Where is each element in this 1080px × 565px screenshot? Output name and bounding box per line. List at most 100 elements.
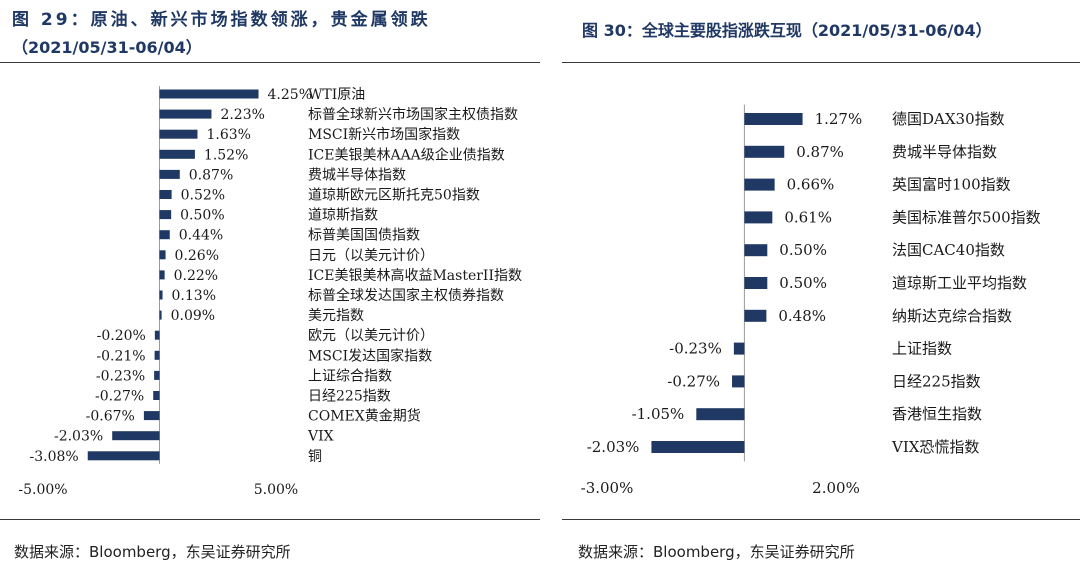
figure-29-bottom-rule bbox=[0, 519, 540, 520]
x-tick-label: 5.00% bbox=[254, 482, 298, 498]
value-label: -0.67% bbox=[86, 409, 135, 425]
figure-30-title: 图 30：全球主要股指涨跌互现（2021/05/31-06/04） bbox=[582, 21, 992, 40]
value-label: 0.50% bbox=[779, 241, 827, 259]
figure-30-source: 数据来源：Bloomberg，东吴证券研究所 bbox=[578, 543, 855, 561]
category-label: 日经225指数 bbox=[308, 389, 391, 405]
category-label: 英国富时100指数 bbox=[892, 176, 1011, 194]
value-label: 0.13% bbox=[172, 288, 216, 304]
category-label: 日经225指数 bbox=[892, 372, 981, 390]
category-label: 美国标准普尔500指数 bbox=[892, 208, 1041, 226]
value-label: 0.22% bbox=[174, 268, 218, 284]
category-label: VIX bbox=[307, 429, 334, 445]
value-label: 0.09% bbox=[171, 308, 215, 324]
bar bbox=[733, 342, 745, 355]
bar bbox=[143, 411, 160, 421]
value-label: 0.50% bbox=[180, 208, 224, 224]
value-label: 1.27% bbox=[815, 110, 863, 128]
figure-29-panel: 图 29：原油、新兴市场指数领涨，贵金属领跌 （2021/05/31-06/04… bbox=[0, 6, 540, 561]
category-label: 铜 bbox=[308, 449, 322, 465]
bar bbox=[744, 145, 785, 158]
figure-29-title-line1: 图 29：原油、新兴市场指数领涨，贵金属领跌 bbox=[12, 10, 431, 30]
category-label: 法国CAC40指数 bbox=[892, 241, 1005, 259]
bar bbox=[159, 149, 195, 159]
category-label: VIX恐慌指数 bbox=[891, 438, 979, 456]
bar bbox=[159, 290, 163, 300]
bar bbox=[153, 391, 160, 400]
category-label: MSCI发达国家指数 bbox=[308, 347, 432, 364]
bar bbox=[159, 89, 259, 99]
category-label: 美元指数 bbox=[308, 308, 364, 324]
category-label: ICE美银美林高收益MasterII指数 bbox=[308, 267, 522, 284]
figure-29-title: 图 29：原油、新兴市场指数领涨，贵金属领跌 （2021/05/31-06/04… bbox=[12, 6, 431, 62]
value-label: 1.52% bbox=[204, 147, 248, 163]
value-label: 0.87% bbox=[796, 143, 844, 161]
bar bbox=[744, 244, 768, 257]
category-label: WTI原油 bbox=[308, 87, 365, 103]
bar bbox=[159, 310, 162, 320]
bar bbox=[732, 375, 745, 388]
bar bbox=[159, 250, 166, 260]
value-label: -2.03% bbox=[587, 438, 640, 456]
value-label: 0.52% bbox=[181, 188, 225, 204]
figure-29-source: 数据来源：Bloomberg，东吴证券研究所 bbox=[14, 543, 291, 561]
bar bbox=[744, 277, 768, 289]
bar bbox=[159, 190, 172, 199]
value-label: 0.87% bbox=[189, 167, 233, 183]
category-label: 上证指数 bbox=[892, 340, 952, 358]
category-label: 欧元（以美元计价） bbox=[308, 328, 434, 344]
bar bbox=[696, 408, 745, 421]
bar bbox=[651, 441, 745, 453]
bar bbox=[159, 230, 170, 240]
value-label: 0.48% bbox=[778, 307, 826, 325]
bar bbox=[112, 431, 160, 441]
value-label: -0.27% bbox=[95, 389, 144, 405]
category-label: 标普美国国债指数 bbox=[308, 228, 420, 244]
category-label: 标普全球发达国家主权债券指数 bbox=[308, 287, 504, 304]
category-label: 费城半导体指数 bbox=[308, 167, 406, 183]
bar bbox=[87, 451, 160, 461]
category-label: 上证综合指数 bbox=[308, 368, 392, 384]
bar bbox=[159, 129, 198, 139]
x-tick-label: -5.00% bbox=[18, 482, 67, 498]
category-label: 纳斯达克综合指数 bbox=[892, 307, 1012, 325]
bar bbox=[744, 178, 775, 191]
value-label: 0.26% bbox=[175, 248, 219, 264]
category-label: 香港恒生指数 bbox=[892, 405, 982, 423]
category-label: ICE美银美林AAA级企业债指数 bbox=[308, 146, 505, 163]
figure-30-bottom-rule bbox=[562, 519, 1080, 520]
bar bbox=[744, 211, 773, 224]
value-label: 0.61% bbox=[784, 208, 832, 226]
value-label: -0.23% bbox=[669, 340, 722, 358]
bar bbox=[154, 330, 160, 340]
value-label: 0.50% bbox=[779, 274, 827, 292]
value-label: -0.21% bbox=[96, 348, 145, 364]
bar bbox=[159, 210, 172, 220]
value-label: -1.05% bbox=[632, 405, 685, 423]
category-label: 德国DAX30指数 bbox=[892, 110, 1005, 128]
value-label: 4.25% bbox=[268, 87, 312, 103]
category-label: 道琼斯欧元区斯托克50指数 bbox=[308, 188, 480, 204]
value-label: -0.20% bbox=[97, 328, 146, 344]
x-tick-label: -3.00% bbox=[581, 479, 634, 497]
bar bbox=[159, 270, 165, 280]
category-label: 道琼斯指数 bbox=[308, 208, 378, 224]
category-label: MSCI新兴市场国家指数 bbox=[308, 126, 460, 143]
figure-29-title-line2: （2021/05/31-06/04） bbox=[12, 38, 202, 57]
value-label: -3.08% bbox=[30, 449, 79, 465]
value-label: 1.63% bbox=[206, 127, 250, 143]
value-label: 0.66% bbox=[787, 176, 835, 194]
category-label: 费城半导体指数 bbox=[892, 143, 997, 161]
figure-30-top-rule bbox=[562, 62, 1080, 63]
value-label: 0.44% bbox=[179, 228, 223, 244]
category-label: 日元（以美元计价） bbox=[308, 248, 434, 264]
bar bbox=[154, 370, 160, 380]
bar bbox=[159, 109, 212, 119]
value-label: 2.23% bbox=[220, 107, 264, 123]
figure-30-panel: 图 30：全球主要股指涨跌互现（2021/05/31-06/04） 1.27% 德… bbox=[562, 0, 1080, 565]
category-label: 道琼斯工业平均指数 bbox=[892, 274, 1027, 292]
bar bbox=[744, 113, 803, 125]
figure-29-chart: 4.25%WTI原油 2.23% 标普全球新兴市场国家主权债指数 1.63% MSCI新… bbox=[18, 85, 522, 498]
value-label: -0.23% bbox=[96, 368, 145, 384]
value-label: -2.03% bbox=[54, 429, 103, 445]
bar bbox=[744, 309, 767, 322]
